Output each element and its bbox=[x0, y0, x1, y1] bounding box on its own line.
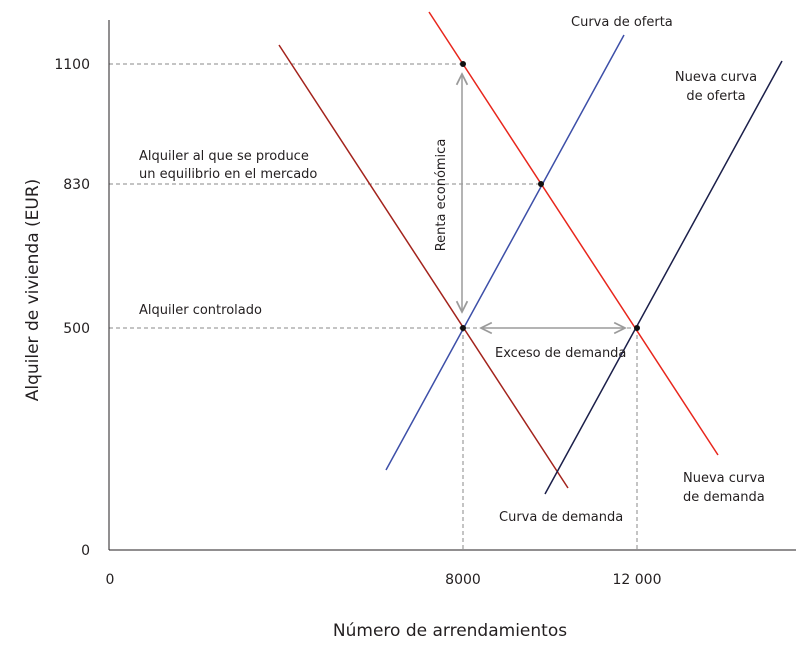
new-supply-curve bbox=[544, 60, 783, 495]
new-supply-label-1: Nueva curva bbox=[675, 70, 757, 85]
controlled-rent-label: Alquiler controlado bbox=[139, 303, 262, 318]
point-new-demand-8000 bbox=[460, 61, 466, 67]
equilibrium-label-2: un equilibrio en el mercado bbox=[139, 167, 317, 182]
y-tick-830: 830 bbox=[63, 177, 90, 193]
new-demand-label-2: de demanda bbox=[683, 490, 765, 505]
y-tick-1100: 1100 bbox=[54, 57, 90, 73]
new-demand-label-1: Nueva curva bbox=[683, 471, 765, 486]
y-axis-title: Alquiler de vivienda (EUR) bbox=[23, 179, 43, 402]
demand-curve bbox=[278, 44, 569, 489]
point-controlled-demand bbox=[634, 325, 640, 331]
excess-demand-label: Exceso de demanda bbox=[495, 346, 626, 361]
new-demand-curve bbox=[428, 11, 719, 456]
x-axis-title: Número de arrendamientos bbox=[333, 621, 567, 641]
x-tick-8000: 8000 bbox=[445, 572, 481, 588]
equilibrium-label-1: Alquiler al que se produce bbox=[139, 149, 309, 164]
x-tick-12000: 12 000 bbox=[613, 572, 662, 588]
x-tick-0: 0 bbox=[106, 572, 115, 588]
new-supply-label-2: de oferta bbox=[686, 89, 745, 104]
y-tick-0: 0 bbox=[81, 543, 90, 559]
point-controlled-supply bbox=[460, 325, 466, 331]
point-equilibrium bbox=[538, 181, 544, 187]
economic-rent-label: Renta económica bbox=[434, 139, 449, 252]
y-tick-500: 500 bbox=[63, 321, 90, 337]
supply-curve bbox=[385, 34, 625, 471]
supply-curve-label: Curva de oferta bbox=[571, 15, 673, 30]
demand-curve-label: Curva de demanda bbox=[499, 510, 623, 525]
